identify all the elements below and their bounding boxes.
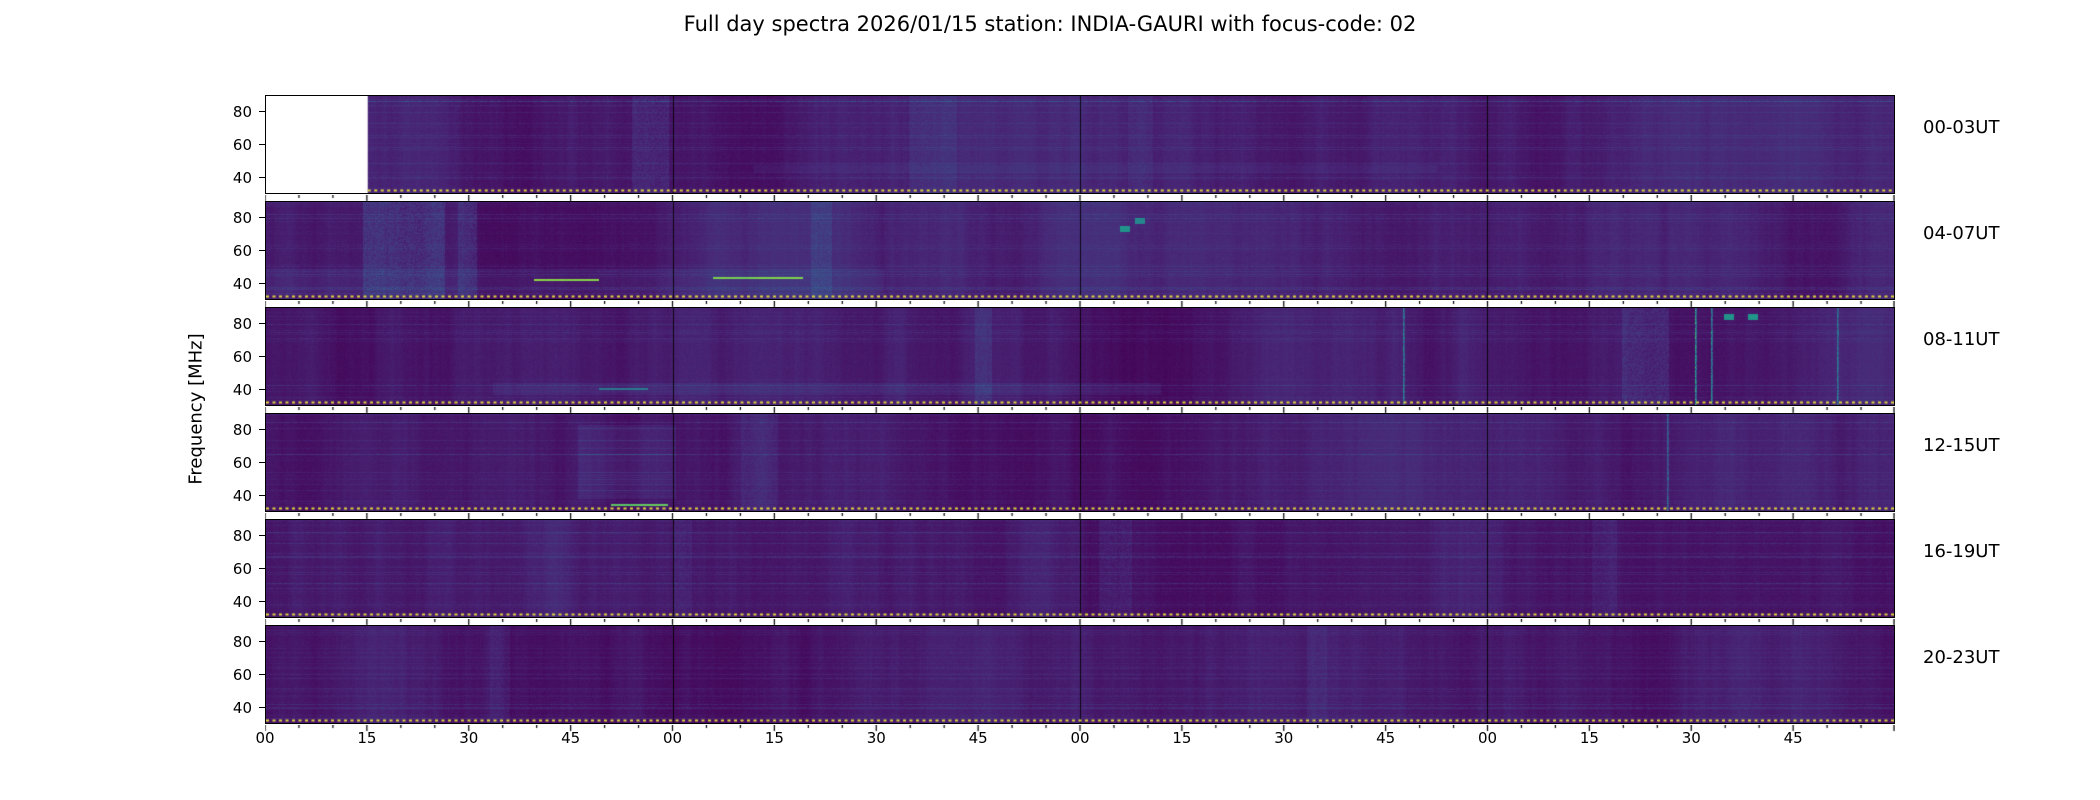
y-tick-mark bbox=[259, 641, 265, 643]
y-tick-mark bbox=[259, 535, 265, 537]
spectrogram-panel bbox=[266, 96, 1894, 193]
x-tick-label: 30 bbox=[1681, 729, 1701, 747]
panel-time-label: 16-19UT bbox=[1923, 541, 2000, 562]
panel-time-label: 08-11UT bbox=[1923, 329, 2000, 350]
panel-frame bbox=[265, 307, 1895, 406]
spectrogram-row: 16-19UT bbox=[265, 519, 1999, 626]
x-tick-label: 45 bbox=[1783, 729, 1803, 747]
x-tick-marks bbox=[265, 407, 1895, 414]
y-tick-label: 40 bbox=[232, 698, 252, 717]
y-tick-mark bbox=[259, 707, 265, 709]
x-tick-marks bbox=[265, 725, 1895, 732]
panel-time-label: 20-23UT bbox=[1923, 647, 2000, 668]
y-tick-mark bbox=[259, 356, 265, 358]
x-tick-label: 00 bbox=[255, 729, 275, 747]
y-tick-mark bbox=[259, 601, 265, 603]
x-tick-label: 45 bbox=[561, 729, 581, 747]
y-tick-label: 80 bbox=[232, 102, 252, 121]
y-tick-mark bbox=[259, 462, 265, 464]
y-tick-label: 60 bbox=[232, 135, 252, 154]
x-tick-label: 30 bbox=[866, 729, 886, 747]
x-tick-label: 45 bbox=[968, 729, 988, 747]
spectrogram-panel bbox=[266, 202, 1894, 299]
y-tick-label: 80 bbox=[232, 526, 252, 545]
panel-frame bbox=[265, 95, 1895, 194]
y-tick-mark bbox=[259, 217, 265, 219]
y-tick-label: 40 bbox=[232, 274, 252, 293]
y-tick-label: 40 bbox=[232, 380, 252, 399]
y-tick-mark bbox=[259, 389, 265, 391]
y-tick-mark bbox=[259, 177, 265, 179]
x-tick-label: 15 bbox=[1172, 729, 1192, 747]
y-tick-label: 60 bbox=[232, 453, 252, 472]
y-tick-mark bbox=[259, 323, 265, 325]
y-tick-mark bbox=[259, 568, 265, 570]
y-tick-label: 60 bbox=[232, 347, 252, 366]
x-tick-marks bbox=[265, 513, 1895, 520]
y-tick-label: 40 bbox=[232, 592, 252, 611]
spectrogram-row: 20-23UT bbox=[265, 625, 1999, 732]
y-tick-mark bbox=[259, 283, 265, 285]
y-tick-label: 40 bbox=[232, 486, 252, 505]
x-tick-label: 30 bbox=[459, 729, 479, 747]
y-tick-label: 80 bbox=[232, 420, 252, 439]
panel-time-label: 04-07UT bbox=[1923, 223, 2000, 244]
y-tick-label: 60 bbox=[232, 241, 252, 260]
y-tick-mark bbox=[259, 674, 265, 676]
panel-time-label: 00-03UT bbox=[1923, 117, 2000, 138]
x-tick-label: 15 bbox=[764, 729, 784, 747]
panel-frame bbox=[265, 625, 1895, 724]
y-tick-mark bbox=[259, 495, 265, 497]
spectrogram-row: 12-15UT bbox=[265, 413, 1999, 520]
y-tick-mark bbox=[259, 429, 265, 431]
x-tick-marks bbox=[265, 301, 1895, 308]
spectrogram-row: 00-03UT bbox=[265, 95, 1999, 202]
x-axis-labels: 00 15 30 45 00 15 30 45 00 15 30 45 00 15 30 45 bbox=[255, 729, 1895, 751]
y-tick-mark bbox=[259, 144, 265, 146]
x-tick-marks bbox=[265, 195, 1895, 202]
panel-time-label: 12-15UT bbox=[1923, 435, 2000, 456]
x-tick-label: 45 bbox=[1376, 729, 1396, 747]
y-tick-label: 40 bbox=[232, 168, 252, 187]
x-tick-label: 00 bbox=[1070, 729, 1090, 747]
spectrogram-row: 08-11UT bbox=[265, 307, 1999, 414]
y-tick-label: 80 bbox=[232, 314, 252, 333]
y-tick-label: 80 bbox=[232, 208, 252, 227]
x-tick-label: 15 bbox=[1579, 729, 1599, 747]
y-tick-label: 80 bbox=[232, 632, 252, 651]
panel-frame bbox=[265, 413, 1895, 512]
spectrogram-row: 04-07UT bbox=[265, 201, 1999, 308]
x-tick-marks bbox=[265, 619, 1895, 626]
spectrogram-panel bbox=[266, 520, 1894, 617]
x-tick-label: 30 bbox=[1274, 729, 1294, 747]
y-tick-mark bbox=[259, 111, 265, 113]
spectrogram-panel bbox=[266, 414, 1894, 511]
spectrogram-panel bbox=[266, 626, 1894, 723]
y-tick-mark bbox=[259, 250, 265, 252]
y-tick-label: 60 bbox=[232, 559, 252, 578]
panel-frame bbox=[265, 519, 1895, 618]
chart-title: Full day spectra 2026/01/15 station: IND… bbox=[683, 12, 1417, 36]
x-tick-label: 00 bbox=[662, 729, 683, 747]
spectrogram-panel bbox=[266, 308, 1894, 405]
panel-frame bbox=[265, 201, 1895, 300]
y-tick-label: 60 bbox=[232, 665, 252, 684]
x-tick-label: 00 bbox=[1477, 729, 1498, 747]
x-tick-label: 15 bbox=[357, 729, 377, 747]
